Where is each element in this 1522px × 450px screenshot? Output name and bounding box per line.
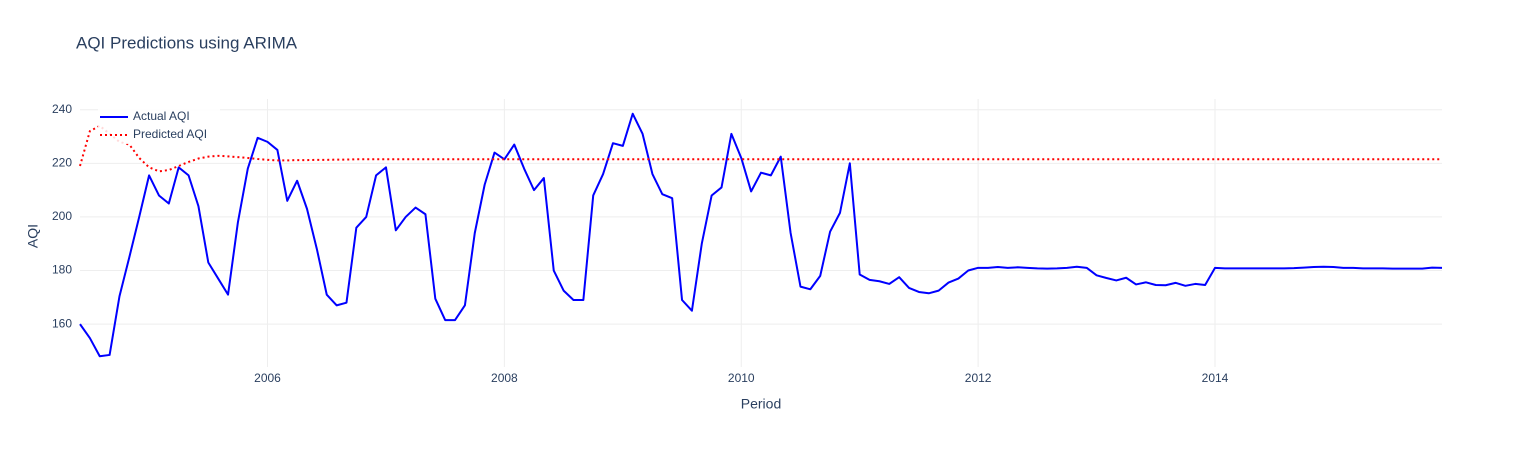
y-tick-label: 220 (52, 155, 72, 169)
legend: Actual AQI Predicted AQI (98, 104, 220, 144)
x-tick-label: 2006 (254, 371, 281, 385)
legend-background (98, 104, 220, 144)
x-tick-label: 2008 (491, 371, 518, 385)
legend-label: Predicted AQI (133, 127, 207, 141)
data-line (79, 112, 1443, 358)
x-tick-label: 2012 (965, 371, 992, 385)
data-line (79, 124, 1442, 173)
y-axis-label: AQI (25, 224, 41, 248)
y-tick-label: 160 (52, 316, 72, 330)
x-axis-label: Period (741, 396, 781, 412)
y-tick-label: 200 (52, 209, 72, 223)
y-tick-label: 240 (52, 102, 72, 116)
x-tick-label: 2014 (1202, 371, 1229, 385)
y-tick-label: 180 (52, 263, 72, 277)
chart-title: AQI Predictions using ARIMA (76, 33, 298, 52)
legend-label: Actual AQI (133, 109, 190, 123)
x-tick-label: 2010 (728, 371, 755, 385)
